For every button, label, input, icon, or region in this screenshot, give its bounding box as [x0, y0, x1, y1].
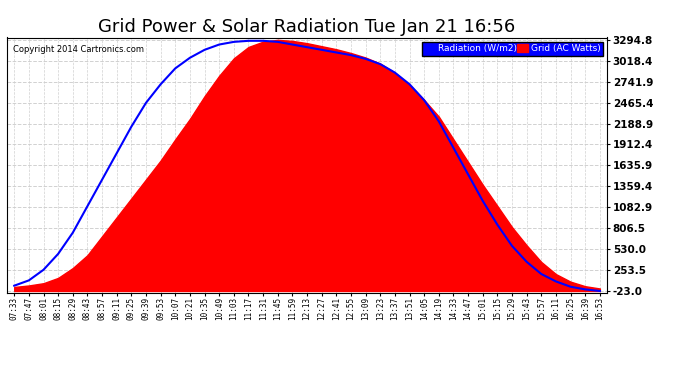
- Legend: Radiation (W/m2), Grid (AC Watts): Radiation (W/m2), Grid (AC Watts): [422, 42, 602, 56]
- Title: Grid Power & Solar Radiation Tue Jan 21 16:56: Grid Power & Solar Radiation Tue Jan 21 …: [99, 18, 515, 36]
- Text: Copyright 2014 Cartronics.com: Copyright 2014 Cartronics.com: [13, 45, 144, 54]
